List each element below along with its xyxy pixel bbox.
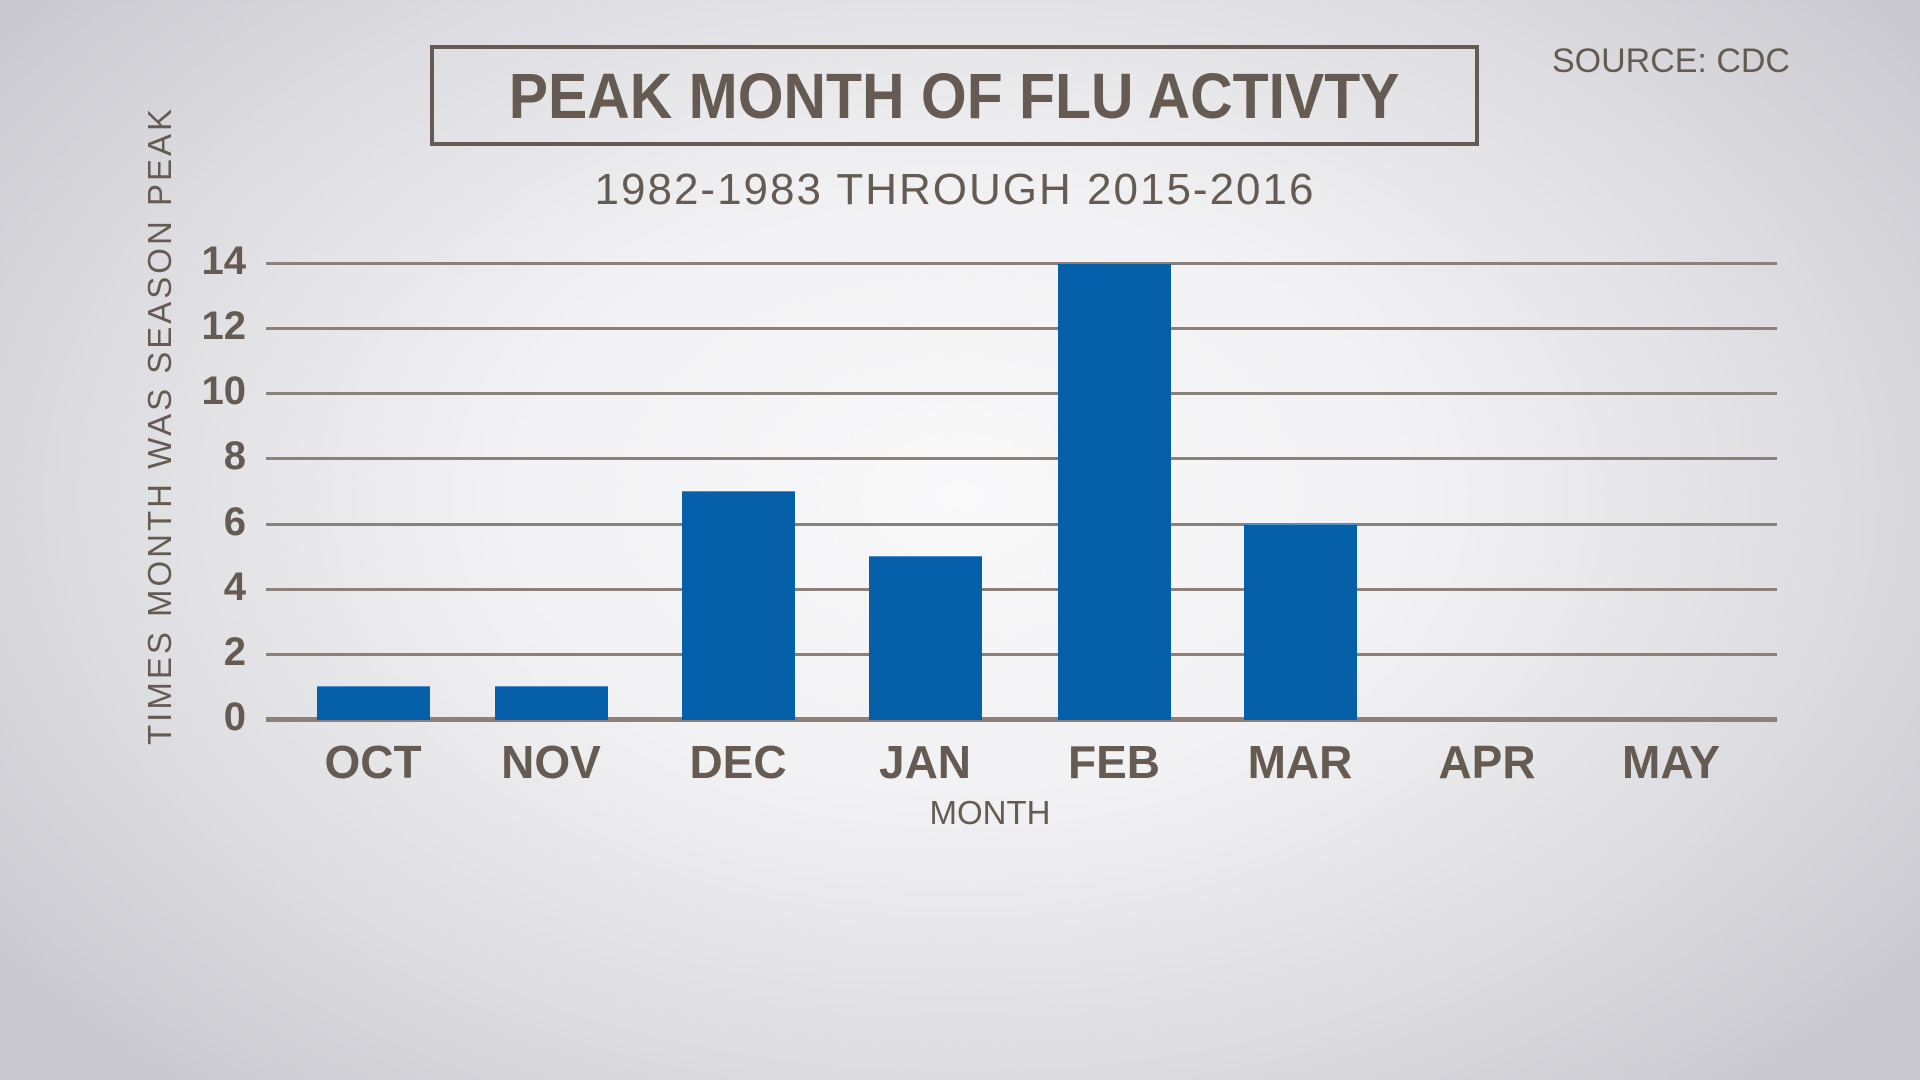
bar-feb (1057, 263, 1171, 720)
y-tick-label: 14 (201, 239, 247, 283)
x-tick-label-dec: DEC (689, 736, 787, 788)
gridline (266, 327, 1777, 331)
y-tick-label: 0 (223, 695, 246, 739)
x-axis-label: MONTH (929, 794, 1051, 831)
gridline (266, 522, 1777, 526)
x-tick-label-feb: FEB (1068, 736, 1160, 788)
x-tick-label-apr: APR (1438, 736, 1536, 788)
y-tick-label: 4 (223, 564, 246, 609)
y-tick-label: 12 (201, 304, 247, 349)
x-tick-label-nov: NOV (501, 736, 601, 788)
gridline (266, 262, 1777, 265)
gridline (266, 587, 1777, 591)
y-tick-label: 8 (223, 434, 246, 479)
bar-dec (681, 491, 795, 720)
title-box: PEAK MONTH OF FLU ACTIVTY (430, 45, 1479, 146)
chart-subtitle: 1982-1983 THROUGH 2015-2016 (594, 165, 1316, 214)
y-tick-label: 6 (223, 499, 246, 544)
y-tick-label: 2 (223, 629, 246, 674)
x-axis-baseline (266, 717, 1777, 722)
x-tick-label-oct: OCT (324, 736, 422, 788)
gridline (266, 652, 1777, 656)
plot-area (266, 262, 1777, 722)
bar-oct (316, 686, 430, 720)
x-tick-label-may: MAY (1622, 736, 1720, 788)
x-tick-label-jan: JAN (878, 736, 972, 788)
x-tick-label-mar: MAR (1247, 736, 1353, 788)
source-label: SOURCE: CDC (1551, 42, 1790, 80)
bar-jan (868, 556, 982, 720)
y-tick-label: 10 (201, 369, 247, 414)
gridline (266, 392, 1777, 396)
gridline (266, 457, 1777, 461)
chart-title: PEAK MONTH OF FLU ACTIVTY (509, 59, 1400, 132)
bar-nov (494, 686, 608, 720)
bar-mar (1243, 523, 1357, 720)
